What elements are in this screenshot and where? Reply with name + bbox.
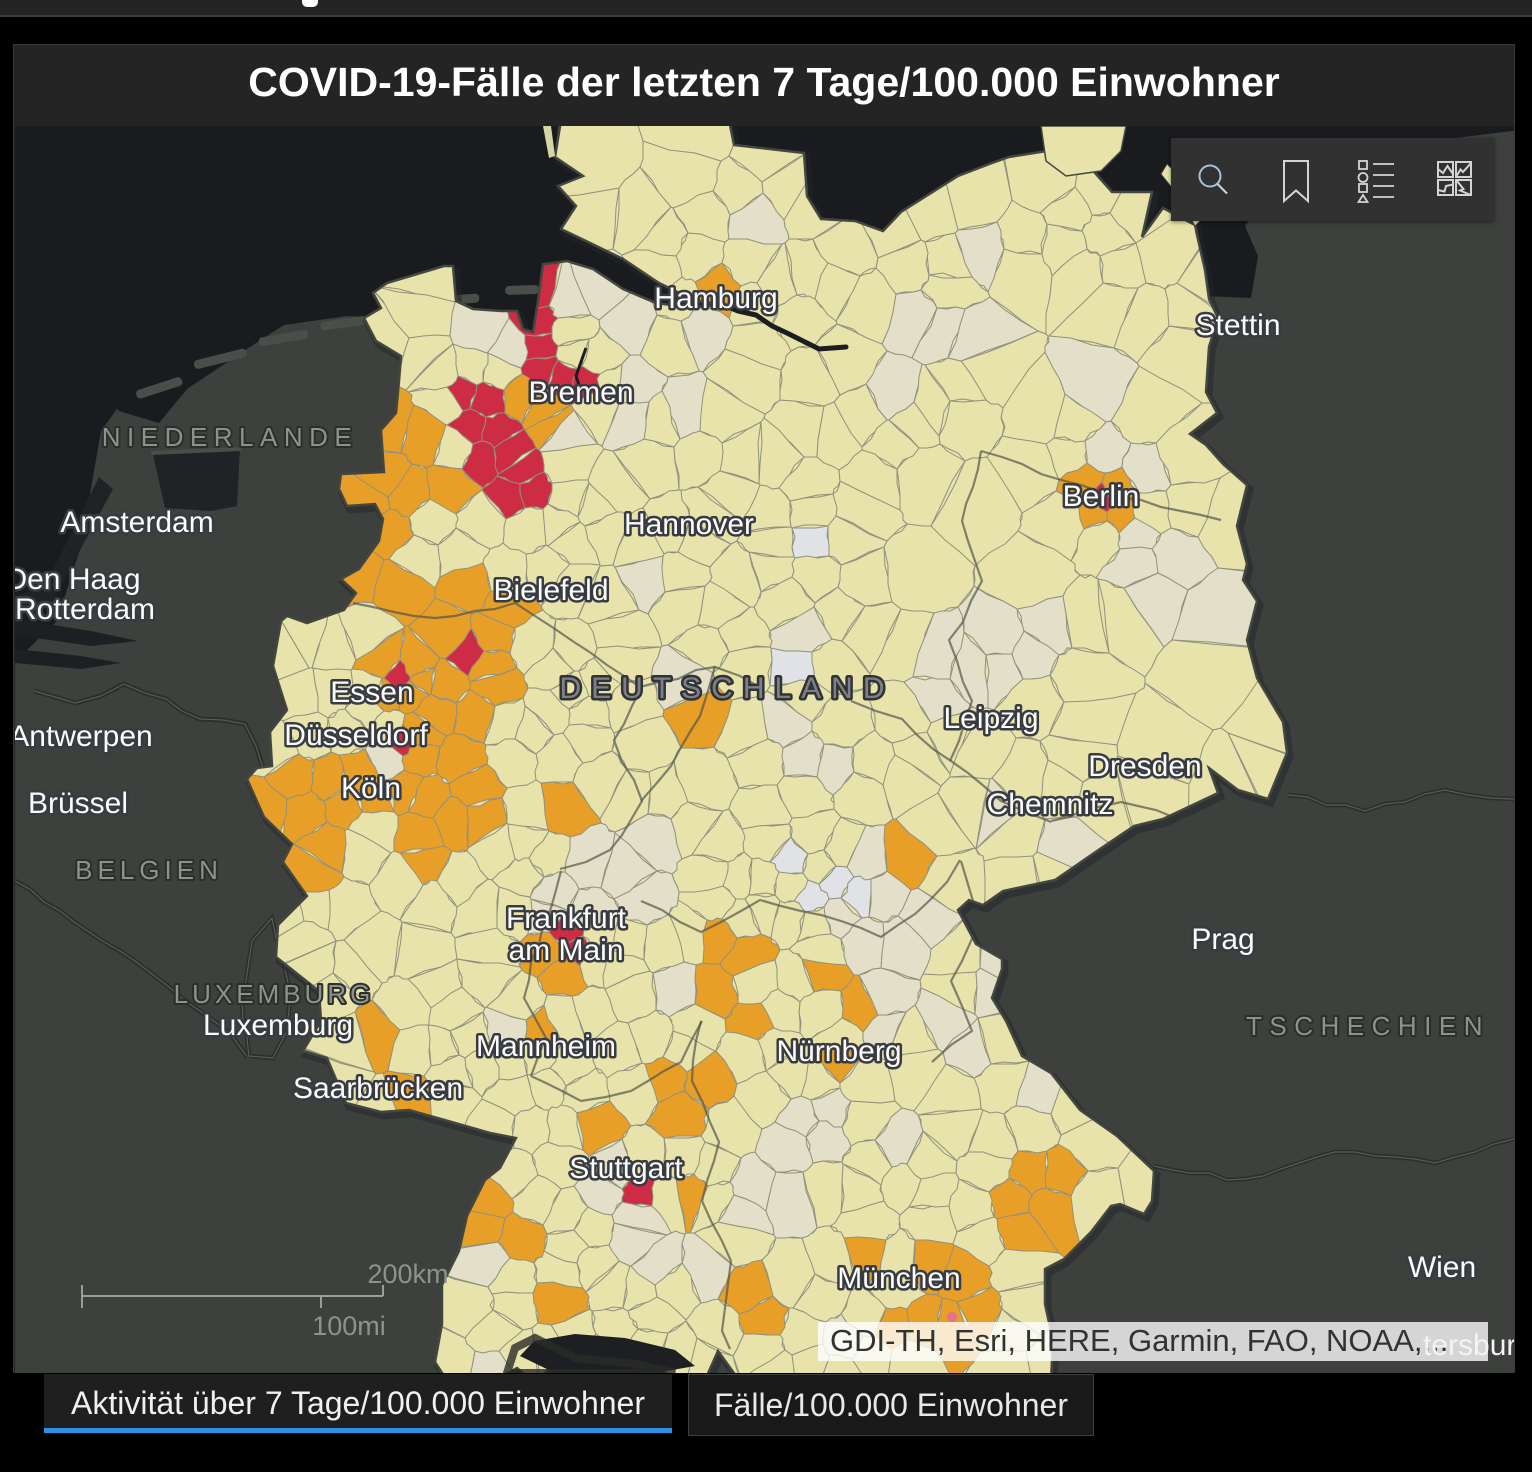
- svg-text:Wien: Wien: [1408, 1251, 1476, 1284]
- svg-text:am Main: am Main: [508, 934, 623, 967]
- svg-text:Brüssel: Brüssel: [28, 787, 128, 820]
- svg-text:Köln: Köln: [341, 772, 401, 805]
- svg-text:DEUTSCHLAND: DEUTSCHLAND: [559, 672, 894, 705]
- svg-text:Bielefeld: Bielefeld: [493, 574, 608, 607]
- svg-text:Prag: Prag: [1191, 923, 1254, 956]
- svg-text:TSCHECHIEN: TSCHECHIEN: [1246, 1011, 1490, 1041]
- svg-text:100mi: 100mi: [312, 1311, 386, 1341]
- svg-text:Rotterdam: Rotterdam: [15, 593, 155, 626]
- svg-text:Düsseldorf: Düsseldorf: [284, 719, 428, 752]
- svg-text:Mannheim: Mannheim: [476, 1030, 616, 1063]
- svg-text:Hannover: Hannover: [624, 508, 754, 541]
- svg-text:Frankfurt: Frankfurt: [506, 902, 627, 935]
- svg-text:NIEDERLANDE: NIEDERLANDE: [102, 422, 358, 452]
- svg-text:Berlin: Berlin: [1063, 480, 1140, 513]
- svg-text:Chemnitz: Chemnitz: [987, 788, 1114, 821]
- svg-text:Nürnberg: Nürnberg: [776, 1035, 901, 1068]
- svg-text:Dresden: Dresden: [1088, 750, 1201, 783]
- svg-text:200km: 200km: [367, 1259, 448, 1289]
- svg-text:Amsterdam: Amsterdam: [60, 506, 213, 539]
- svg-text:Essen: Essen: [330, 676, 413, 709]
- svg-text:Hamburg: Hamburg: [654, 282, 777, 315]
- svg-text:BELGIEN: BELGIEN: [75, 855, 223, 885]
- svg-text:Saarbrücken: Saarbrücken: [293, 1072, 463, 1105]
- svg-text:Luxemburg: Luxemburg: [203, 1009, 353, 1042]
- svg-text:Stettin: Stettin: [1195, 309, 1280, 342]
- svg-text:Den Haag: Den Haag: [15, 563, 141, 596]
- svg-text:LUXEMBURG: LUXEMBURG: [174, 979, 375, 1009]
- svg-text:München: München: [837, 1262, 960, 1295]
- svg-text:Stuttgart: Stuttgart: [569, 1152, 683, 1185]
- svg-text:Leipzig: Leipzig: [943, 702, 1038, 735]
- svg-text:Bremen: Bremen: [528, 376, 633, 409]
- svg-text:Antwerpen: Antwerpen: [15, 720, 153, 753]
